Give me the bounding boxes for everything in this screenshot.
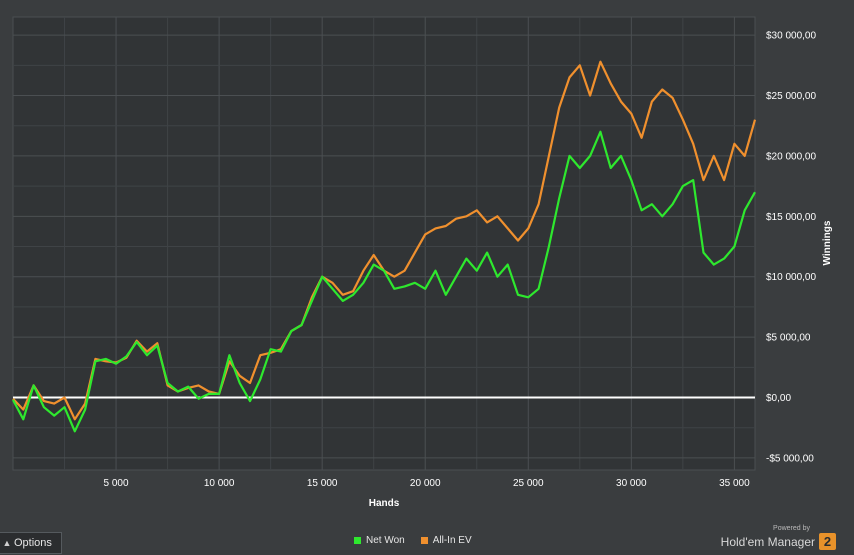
x-tick-label: 20 000 (410, 478, 441, 489)
legend-item-all-in-ev[interactable]: All-In EV (420, 535, 472, 546)
x-axis-ticks: 5 000 10 000 15 000 20 000 25 000 30 000 35 00… (104, 478, 751, 489)
y-tick-label: $10 000,00 (766, 272, 816, 283)
y-tick-label: $25 000,00 (766, 91, 816, 102)
x-axis-label: Hands (369, 498, 400, 509)
y-axis-ticks: -$5 000,00 $0,00 $5 000,00 $10 000,00 $15 00… (766, 31, 816, 465)
plot-area (12, 16, 756, 471)
grid (13, 17, 755, 470)
y-axis-label: Winnings (822, 220, 833, 265)
series-group (12, 60, 757, 433)
x-tick-label: 15 000 (307, 478, 338, 489)
y-tick-label: $0,00 (766, 393, 791, 404)
brand-badge-icon: 2 (819, 533, 836, 550)
legend-item-net-won[interactable]: Net Won (354, 535, 405, 546)
winnings-chart: 5 000 10 000 15 000 20 000 25 000 30 000 35 00… (12, 16, 833, 509)
x-tick-label: 35 000 (719, 478, 750, 489)
chart-legend: Net Won All-In EV (354, 535, 472, 546)
options-label: Options (14, 537, 52, 549)
brand-name: Hold'em Manager (720, 534, 815, 549)
y-tick-label: $5 000,00 (766, 333, 811, 344)
legend-swatch-all-in-ev (420, 537, 428, 544)
brand-logo: Powered by Hold'em Manager 2 (721, 525, 836, 550)
legend-label-all-in-ev: All-In EV (432, 535, 472, 546)
y-tick-label: $15 000,00 (766, 212, 816, 223)
options-button[interactable]: ▲ Options (0, 532, 62, 554)
x-tick-label: 5 000 (104, 478, 129, 489)
y-tick-label: $20 000,00 (766, 151, 816, 162)
y-tick-label: -$5 000,00 (766, 453, 814, 464)
brand-powered-by: Powered by (773, 525, 810, 532)
legend-swatch-net-won (354, 537, 361, 544)
y-tick-label: $30 000,00 (766, 31, 816, 42)
x-tick-label: 30 000 (616, 478, 647, 489)
series-line-net-won (12, 130, 756, 433)
legend-label-net-won: Net Won (366, 535, 405, 546)
x-tick-label: 25 000 (513, 478, 544, 489)
chevron-up-icon: ▲ (2, 538, 12, 548)
x-tick-label: 10 000 (204, 478, 235, 489)
